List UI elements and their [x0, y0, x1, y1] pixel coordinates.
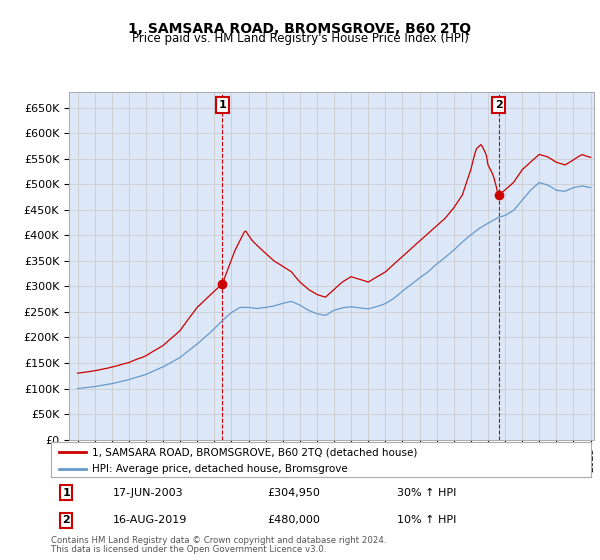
Text: 1, SAMSARA ROAD, BROMSGROVE, B60 2TQ (detached house): 1, SAMSARA ROAD, BROMSGROVE, B60 2TQ (de… [91, 447, 417, 457]
Text: This data is licensed under the Open Government Licence v3.0.: This data is licensed under the Open Gov… [51, 545, 326, 554]
Text: £480,000: £480,000 [267, 515, 320, 525]
Text: 1: 1 [62, 488, 70, 498]
Text: 1, SAMSARA ROAD, BROMSGROVE, B60 2TQ: 1, SAMSARA ROAD, BROMSGROVE, B60 2TQ [128, 22, 472, 36]
Text: £304,950: £304,950 [267, 488, 320, 498]
Text: HPI: Average price, detached house, Bromsgrove: HPI: Average price, detached house, Brom… [91, 464, 347, 474]
Text: Contains HM Land Registry data © Crown copyright and database right 2024.: Contains HM Land Registry data © Crown c… [51, 536, 386, 545]
Text: 16-AUG-2019: 16-AUG-2019 [113, 515, 187, 525]
Text: 30% ↑ HPI: 30% ↑ HPI [397, 488, 456, 498]
Text: 2: 2 [495, 100, 502, 110]
Text: 10% ↑ HPI: 10% ↑ HPI [397, 515, 456, 525]
Text: 1: 1 [218, 100, 226, 110]
Text: 17-JUN-2003: 17-JUN-2003 [113, 488, 184, 498]
Text: Price paid vs. HM Land Registry's House Price Index (HPI): Price paid vs. HM Land Registry's House … [131, 32, 469, 45]
Text: 2: 2 [62, 515, 70, 525]
